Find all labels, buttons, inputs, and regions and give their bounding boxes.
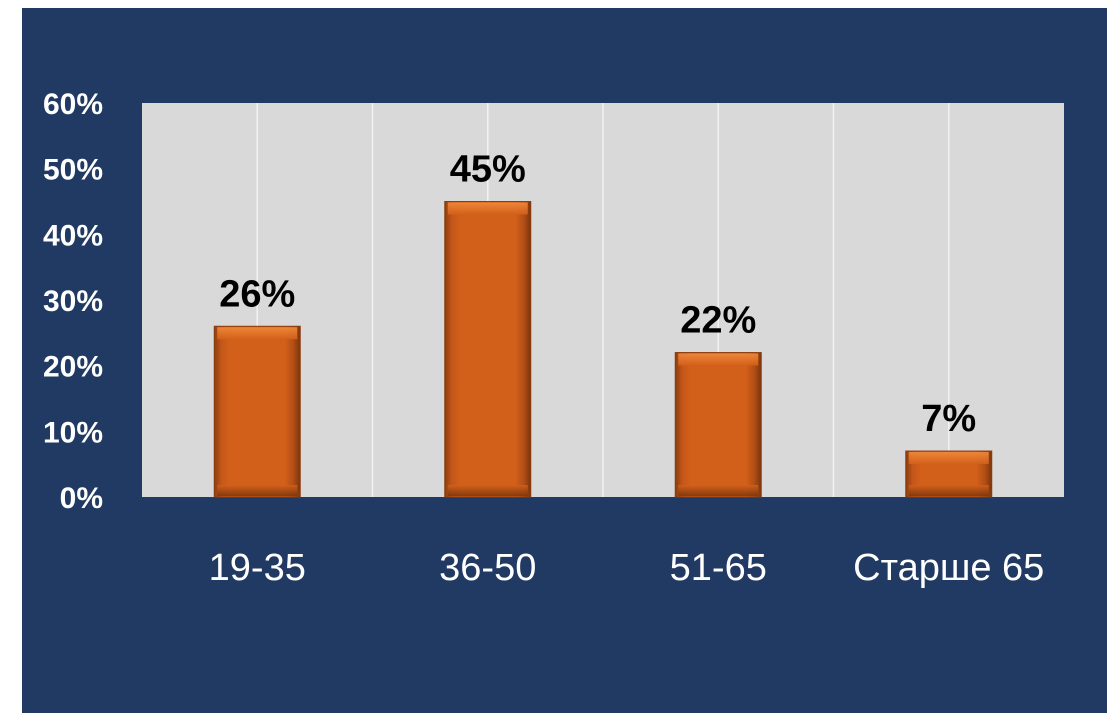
y-tick-label: 10%	[43, 416, 103, 449]
bar-bottom-bevel	[217, 485, 298, 496]
y-tick-label: 30%	[43, 285, 103, 318]
bar-top-bevel	[217, 327, 298, 340]
x-tick-label: 19-35	[209, 547, 306, 589]
bar-bottom-bevel	[678, 485, 759, 496]
bars	[213, 201, 993, 498]
bar-top-bevel	[447, 202, 528, 215]
y-axis-tick-labels: 0% 10% 20% 30% 40% 50% 60%	[43, 88, 103, 515]
bar-body	[444, 201, 532, 498]
x-axis-tick-labels: 19-35 36-50 51-65 Старше 65	[209, 547, 1045, 589]
bar-bottom-bevel	[908, 485, 989, 496]
x-tick-label: Старше 65	[853, 547, 1044, 589]
y-tick-label: 60%	[43, 88, 103, 121]
bar	[213, 325, 301, 498]
bar-body	[213, 325, 301, 498]
bar-body	[674, 352, 762, 498]
bar-top-bevel	[678, 353, 759, 366]
data-label: 26%	[219, 273, 295, 315]
bar	[674, 352, 762, 498]
bar-bottom-bevel	[447, 485, 528, 496]
y-tick-label: 50%	[43, 154, 103, 187]
bar	[444, 201, 532, 498]
data-labels: 26% 45% 22% 7%	[219, 149, 976, 441]
bar	[905, 450, 993, 498]
data-label: 22%	[680, 300, 756, 342]
bar-top-bevel	[908, 452, 989, 465]
y-tick-label: 40%	[43, 219, 103, 252]
data-label: 45%	[450, 149, 526, 191]
y-tick-label: 20%	[43, 351, 103, 384]
x-tick-label: 36-50	[439, 547, 536, 589]
y-tick-label: 0%	[60, 482, 103, 515]
x-tick-label: 51-65	[670, 547, 767, 589]
data-label: 7%	[921, 398, 976, 440]
